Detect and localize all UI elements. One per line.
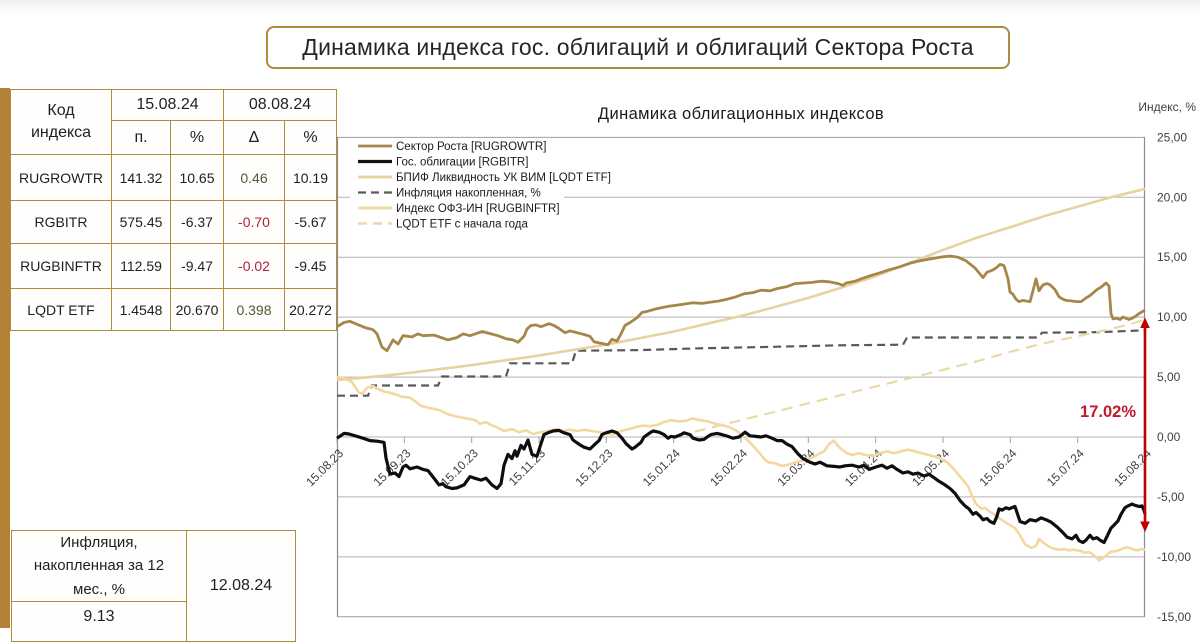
svg-text:5,00: 5,00 (1157, 370, 1181, 384)
svg-text:Динамика облигационных индексо: Динамика облигационных индексов (598, 105, 884, 123)
svg-text:Индекс ОФЗ-ИН [RUGBINFTR]: Индекс ОФЗ-ИН [RUGBINFTR] (396, 203, 560, 215)
svg-text:-10,00: -10,00 (1157, 550, 1191, 564)
svg-text:БПИФ Ликвидность УК ВИМ [LQDT: БПИФ Ликвидность УК ВИМ [LQDT ETF] (396, 172, 611, 184)
svg-text:15.07.24: 15.07.24 (1044, 446, 1087, 489)
svg-text:17.02%: 17.02% (1080, 403, 1136, 421)
svg-text:15.08.24: 15.08.24 (1111, 446, 1154, 489)
svg-text:25,00: 25,00 (1157, 130, 1187, 144)
svg-text:-15,00: -15,00 (1157, 610, 1191, 624)
svg-text:LQDT ETF с начала года: LQDT ETF с начала года (396, 219, 528, 231)
svg-text:-5,00: -5,00 (1157, 490, 1185, 504)
svg-text:Сектор Роста [RUGROWTR]: Сектор Роста [RUGROWTR] (396, 141, 546, 153)
svg-text:Инфляция накопленная, %: Инфляция накопленная, % (396, 188, 541, 200)
svg-text:15.11.23: 15.11.23 (506, 446, 549, 489)
svg-text:Гос. облигации [RGBITR]: Гос. облигации [RGBITR] (396, 157, 528, 169)
svg-text:15.01.24: 15.01.24 (640, 446, 683, 489)
svg-text:15.06.24: 15.06.24 (976, 446, 1019, 489)
svg-text:15.12.23: 15.12.23 (572, 446, 615, 489)
svg-text:20,00: 20,00 (1157, 190, 1187, 204)
svg-text:10,00: 10,00 (1157, 310, 1187, 324)
svg-text:15,00: 15,00 (1157, 250, 1187, 264)
svg-text:15.08.23: 15.08.23 (303, 446, 346, 489)
svg-text:15.10.23: 15.10.23 (438, 446, 481, 489)
svg-text:0,00: 0,00 (1157, 430, 1181, 444)
svg-text:15.02.24: 15.02.24 (707, 446, 750, 489)
svg-text:Индекс, %: Индекс, % (1138, 100, 1196, 114)
